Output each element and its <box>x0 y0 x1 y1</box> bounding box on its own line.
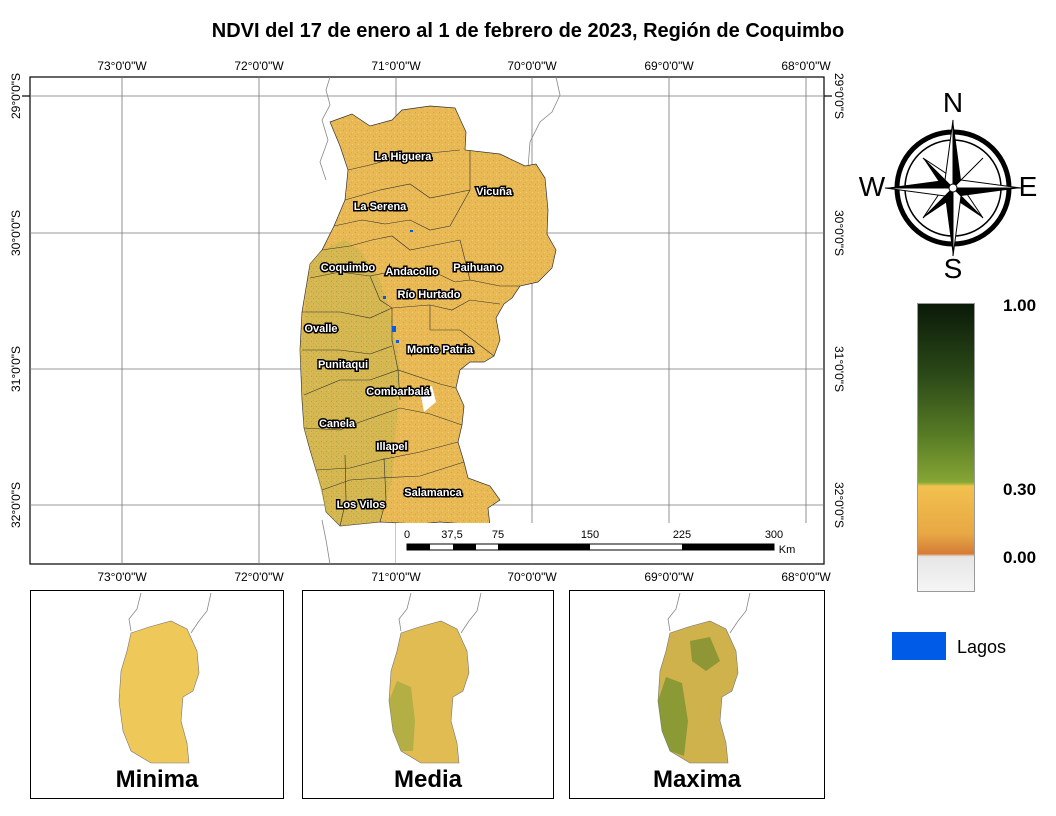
ndvi-min-label: 0.00 <box>1003 548 1037 567</box>
scale-tick-2: 75 <box>492 529 504 541</box>
inset-media-label: Media <box>393 766 462 793</box>
coastline-north <box>319 76 331 181</box>
lat-right-0: 29°0'0"S <box>832 73 846 119</box>
ndvi-mid-label: 0.30 <box>1003 480 1037 499</box>
inset-maxima-label: Maxima <box>652 766 742 793</box>
lon-bottom-0: 73°0'0"W <box>97 570 147 584</box>
lon-bottom-4: 69°0'0"W <box>644 570 694 584</box>
inset-maxima-map <box>657 592 751 764</box>
label-canela: Canela <box>319 418 356 430</box>
border-north <box>527 76 561 169</box>
lat-left-0: 29°0'0"S <box>9 73 23 119</box>
lakes-label: Lagos <box>957 637 1007 657</box>
lon-bottom-5: 68°0'0"W <box>781 570 831 584</box>
lat-left-2: 31°0'0"S <box>9 346 23 392</box>
lat-left-1: 30°0'0"S <box>9 210 23 256</box>
lon-bottom-1: 72°0'0"W <box>234 570 284 584</box>
label-la-higuera: La Higuera <box>375 151 433 163</box>
label-monte-patria: Monte Patria <box>407 344 474 356</box>
lakes-swatch <box>892 632 946 660</box>
lon-top-3: 70°0'0"W <box>507 59 557 73</box>
compass-n: N <box>943 88 963 118</box>
scale-tick-5: 300 <box>765 529 783 541</box>
compass-e: E <box>1019 171 1038 202</box>
label-paihuano: Paihuano <box>453 262 503 274</box>
lakes <box>383 230 413 343</box>
lon-top-1: 72°0'0"W <box>234 59 284 73</box>
lon-bottom-3: 70°0'0"W <box>507 570 557 584</box>
main-map: La Higuera Vicuña La Serena Coquimbo And… <box>9 59 846 584</box>
lon-bottom-2: 71°0'0"W <box>371 570 421 584</box>
inset-minima-label: Minima <box>115 766 199 793</box>
inset-maxima: Maxima <box>569 590 825 799</box>
label-ovalle: Ovalle <box>304 323 337 335</box>
commune-labels: La Higuera Vicuña La Serena Coquimbo And… <box>303 150 514 513</box>
scale-tick-4: 225 <box>673 529 691 541</box>
inset-media-map <box>388 592 482 764</box>
longitude-labels-bottom: 73°0'0"W 72°0'0"W 71°0'0"W 70°0'0"W 69°0… <box>97 570 831 584</box>
label-andacollo: Andacollo <box>385 266 438 278</box>
scale-bar: 0 37,5 75 150 225 300 Km <box>396 523 816 563</box>
label-coquimbo: Coquimbo <box>321 262 376 274</box>
lat-right-3: 32°0'0"S <box>832 482 846 528</box>
lat-right-2: 31°0'0"S <box>832 346 846 392</box>
ndvi-color-ramp <box>917 303 975 592</box>
label-los-vilos: Los Vilos <box>337 499 386 511</box>
scale-tick-1: 37,5 <box>441 529 462 541</box>
latitude-labels-right: 29°0'0"S 30°0'0"S 31°0'0"S 32°0'0"S <box>832 73 846 528</box>
label-punitaqui: Punitaqui <box>318 359 368 371</box>
inset-media: Media <box>302 590 554 799</box>
lon-top-4: 69°0'0"W <box>644 59 694 73</box>
label-la-serena: La Serena <box>354 201 407 213</box>
commune-boundaries <box>302 149 520 527</box>
label-vicuna: Vicuña <box>476 186 513 198</box>
inset-minima-map <box>118 592 212 764</box>
coastline-south <box>321 519 331 565</box>
compass-rose-icon: N S E W <box>859 88 1038 283</box>
label-illapel: Illapel <box>376 441 407 453</box>
no-data-patch <box>420 386 436 412</box>
lat-right-1: 30°0'0"S <box>832 210 846 256</box>
compass-s: S <box>944 253 963 283</box>
lat-left-3: 32°0'0"S <box>9 482 23 528</box>
coastal-vegetation <box>300 240 400 526</box>
ndvi-max-label: 1.00 <box>1003 296 1037 315</box>
label-combarbala: Combarbalá <box>366 386 430 398</box>
latitude-labels-left: 29°0'0"S 30°0'0"S 31°0'0"S 32°0'0"S <box>9 73 23 528</box>
compass-w: W <box>859 171 886 202</box>
lon-top-0: 73°0'0"W <box>97 59 147 73</box>
inset-minima: Minima <box>30 590 284 799</box>
lon-top-5: 68°0'0"W <box>781 59 831 73</box>
longitude-labels-top: 73°0'0"W 72°0'0"W 71°0'0"W 70°0'0"W 69°0… <box>97 59 831 73</box>
scale-tick-3: 150 <box>581 529 599 541</box>
label-salamanca: Salamanca <box>404 487 462 499</box>
label-rio-hurtado: Río Hurtado <box>398 289 461 301</box>
map-title: NDVI del 17 de enero al 1 de febrero de … <box>211 20 845 42</box>
scale-unit: Km <box>779 544 796 556</box>
scale-tick-0: 0 <box>404 529 410 541</box>
lon-top-2: 71°0'0"W <box>371 59 421 73</box>
